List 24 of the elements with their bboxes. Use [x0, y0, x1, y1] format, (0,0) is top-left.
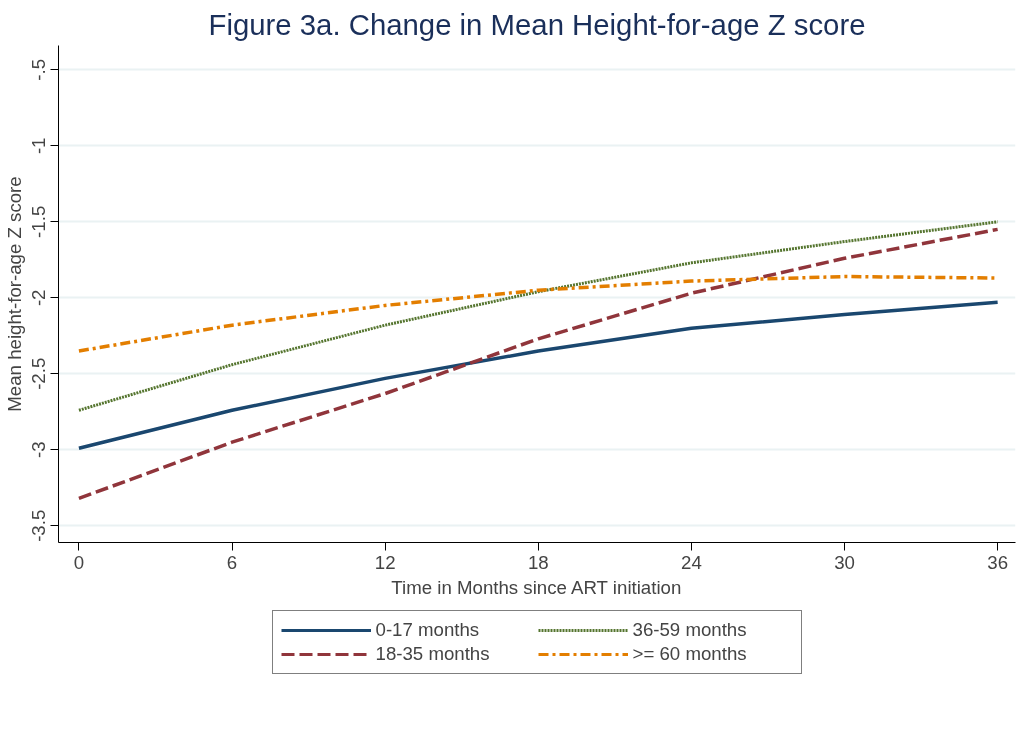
- x-tick-label: 24: [681, 551, 702, 573]
- x-axis-title: Time in Months since ART initiation: [391, 576, 682, 598]
- y-tick-label: -1: [28, 137, 50, 155]
- y-tick-label: -1.5: [28, 205, 50, 238]
- line-series: [77, 300, 1000, 451]
- y-tick-label: -3.5: [28, 509, 50, 542]
- y-tick-label: -2.5: [28, 357, 50, 390]
- y-tick-label: -2: [28, 289, 50, 307]
- x-tick-label: 0: [73, 551, 85, 573]
- x-tick-label: 6: [226, 551, 238, 573]
- legend-label: 18-35 months: [375, 643, 491, 665]
- line-series: [77, 220, 1000, 412]
- y-axis-title: Mean height-for-age Z score: [3, 176, 25, 412]
- x-tick-label: 36: [987, 551, 1009, 573]
- y-tick-label: -3: [28, 441, 50, 459]
- chart-title: Figure 3a. Change in Mean Height-for-age Z score: [208, 7, 866, 41]
- x-tick-label: 12: [374, 551, 396, 573]
- line-series: [77, 227, 1000, 501]
- legend-label: 0-17 months: [375, 619, 481, 641]
- legend-label: >= 60 months: [632, 643, 748, 665]
- x-tick-label: 18: [527, 551, 549, 573]
- legend-label: 36-59 months: [632, 619, 748, 641]
- y-tick-label: -.5: [28, 58, 50, 81]
- x-tick-label: 30: [834, 551, 855, 573]
